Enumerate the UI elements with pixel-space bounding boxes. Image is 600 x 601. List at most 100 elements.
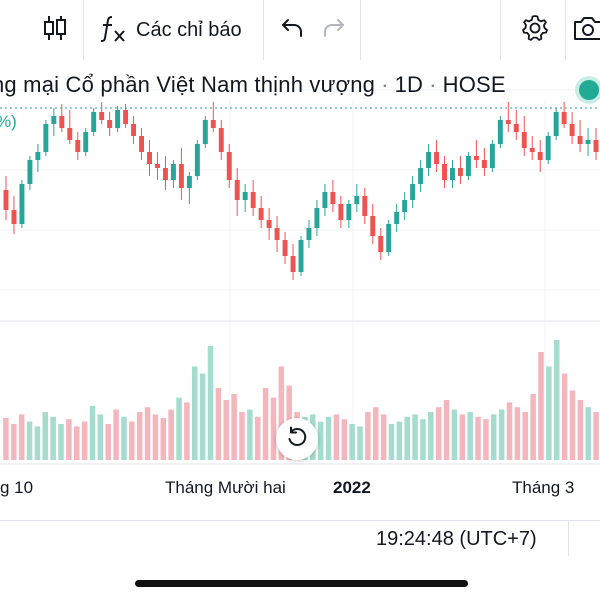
- volume-bar: [254, 416, 261, 460]
- candle-body: [147, 152, 152, 164]
- candle-body: [290, 256, 296, 272]
- indicators-label: Các chỉ báo: [136, 18, 242, 41]
- candle-body: [194, 144, 200, 176]
- candle-body: [258, 208, 264, 220]
- undo-icon: [280, 17, 304, 44]
- candle-body: [162, 168, 168, 180]
- volume-bar: [412, 414, 418, 460]
- candle-body: [330, 192, 336, 204]
- volume-bar: [129, 421, 135, 460]
- candle-body: [242, 192, 248, 200]
- volume-bar: [365, 412, 371, 460]
- timezone-clock[interactable]: 19:24:48 (UTC+7): [376, 528, 537, 550]
- bottom-bar: [0, 520, 600, 601]
- candle-body: [481, 160, 487, 168]
- candle-body: [155, 164, 160, 168]
- candle-body: [314, 208, 320, 228]
- volume-bar: [467, 412, 473, 460]
- candle-body: [434, 152, 440, 164]
- volume-bar: [317, 421, 324, 460]
- candle-body: [418, 168, 424, 184]
- candle-body: [186, 176, 192, 188]
- candle-body: [226, 152, 232, 180]
- undo-button[interactable]: [275, 0, 309, 60]
- candle-body: [67, 128, 73, 140]
- toolbar-divider: [83, 0, 84, 60]
- camera-icon: [572, 14, 600, 47]
- volume-bar: [58, 424, 64, 460]
- candle-body: [593, 140, 599, 152]
- time-axis-label: g 10: [0, 478, 34, 497]
- candle-body: [370, 216, 376, 236]
- price-chart[interactable]: [0, 60, 600, 530]
- volume-bar: [333, 414, 340, 460]
- volume-bar: [144, 407, 151, 460]
- volume-bar: [420, 419, 426, 460]
- volume-bar: [396, 421, 403, 460]
- volume-bar: [349, 424, 355, 460]
- candle-body: [362, 196, 368, 216]
- volume-bar: [184, 402, 190, 460]
- volume-bar: [223, 400, 230, 460]
- candle-body: [410, 184, 416, 200]
- chart-type-button[interactable]: [30, 0, 80, 60]
- candle-body: [298, 240, 304, 272]
- reset-icon: [285, 425, 309, 454]
- candle-body: [402, 200, 408, 212]
- candle-body: [306, 228, 312, 240]
- home-indicator[interactable]: [135, 580, 468, 587]
- chart-pane[interactable]: [0, 60, 600, 530]
- volume-bar: [357, 426, 363, 460]
- volume-bar: [81, 421, 88, 460]
- volume-bar: [50, 416, 56, 460]
- volume-bar: [475, 416, 481, 460]
- candle-body: [19, 184, 25, 224]
- volume-bar: [569, 390, 576, 460]
- candle-body: [354, 196, 360, 204]
- volume-bar: [97, 414, 104, 460]
- volume-bar: [105, 424, 111, 460]
- volume-bar: [199, 373, 206, 460]
- volume-bar: [136, 412, 143, 460]
- reset-chart-button[interactable]: [276, 418, 318, 460]
- candle-body: [131, 124, 137, 136]
- volume-bar: [168, 409, 174, 460]
- candle-body: [3, 190, 9, 210]
- candle-body: [139, 136, 145, 152]
- toolbar-divider: [263, 0, 264, 60]
- redo-button[interactable]: [317, 0, 351, 60]
- volume-bar: [522, 412, 529, 460]
- candle-body: [91, 112, 97, 132]
- candle-body: [378, 236, 384, 252]
- snapshot-button[interactable]: [572, 0, 600, 60]
- candle-body: [27, 160, 33, 184]
- volume-bar: [121, 416, 127, 460]
- volume-bar: [34, 426, 41, 460]
- volume-bar: [372, 407, 379, 460]
- candle-body: [553, 112, 559, 136]
- candle-body: [59, 116, 65, 128]
- volume-bar: [506, 402, 513, 460]
- indicators-button[interactable]: Các chỉ báo: [100, 0, 260, 60]
- candle-body: [99, 112, 105, 120]
- volume-bar: [270, 397, 277, 460]
- volume-bar: [451, 409, 458, 460]
- candle-body: [513, 124, 519, 132]
- volume-bar: [18, 414, 25, 460]
- candle-body: [505, 120, 511, 124]
- candle-body: [394, 212, 400, 224]
- settings-button[interactable]: [515, 0, 555, 60]
- percent-change-fragment: %): [0, 112, 17, 131]
- candle-body: [569, 124, 575, 136]
- volume-bar: [546, 366, 552, 460]
- volume-bar: [459, 414, 466, 460]
- redo-icon: [322, 17, 346, 44]
- volume-bar: [380, 414, 387, 460]
- candle-body: [35, 152, 41, 160]
- candle-body: [322, 192, 328, 208]
- candle-body: [51, 116, 57, 124]
- volume-bar: [443, 400, 450, 460]
- market-status-dot[interactable]: [579, 80, 599, 100]
- volume-bar: [42, 412, 49, 460]
- volume-bar: [89, 406, 96, 460]
